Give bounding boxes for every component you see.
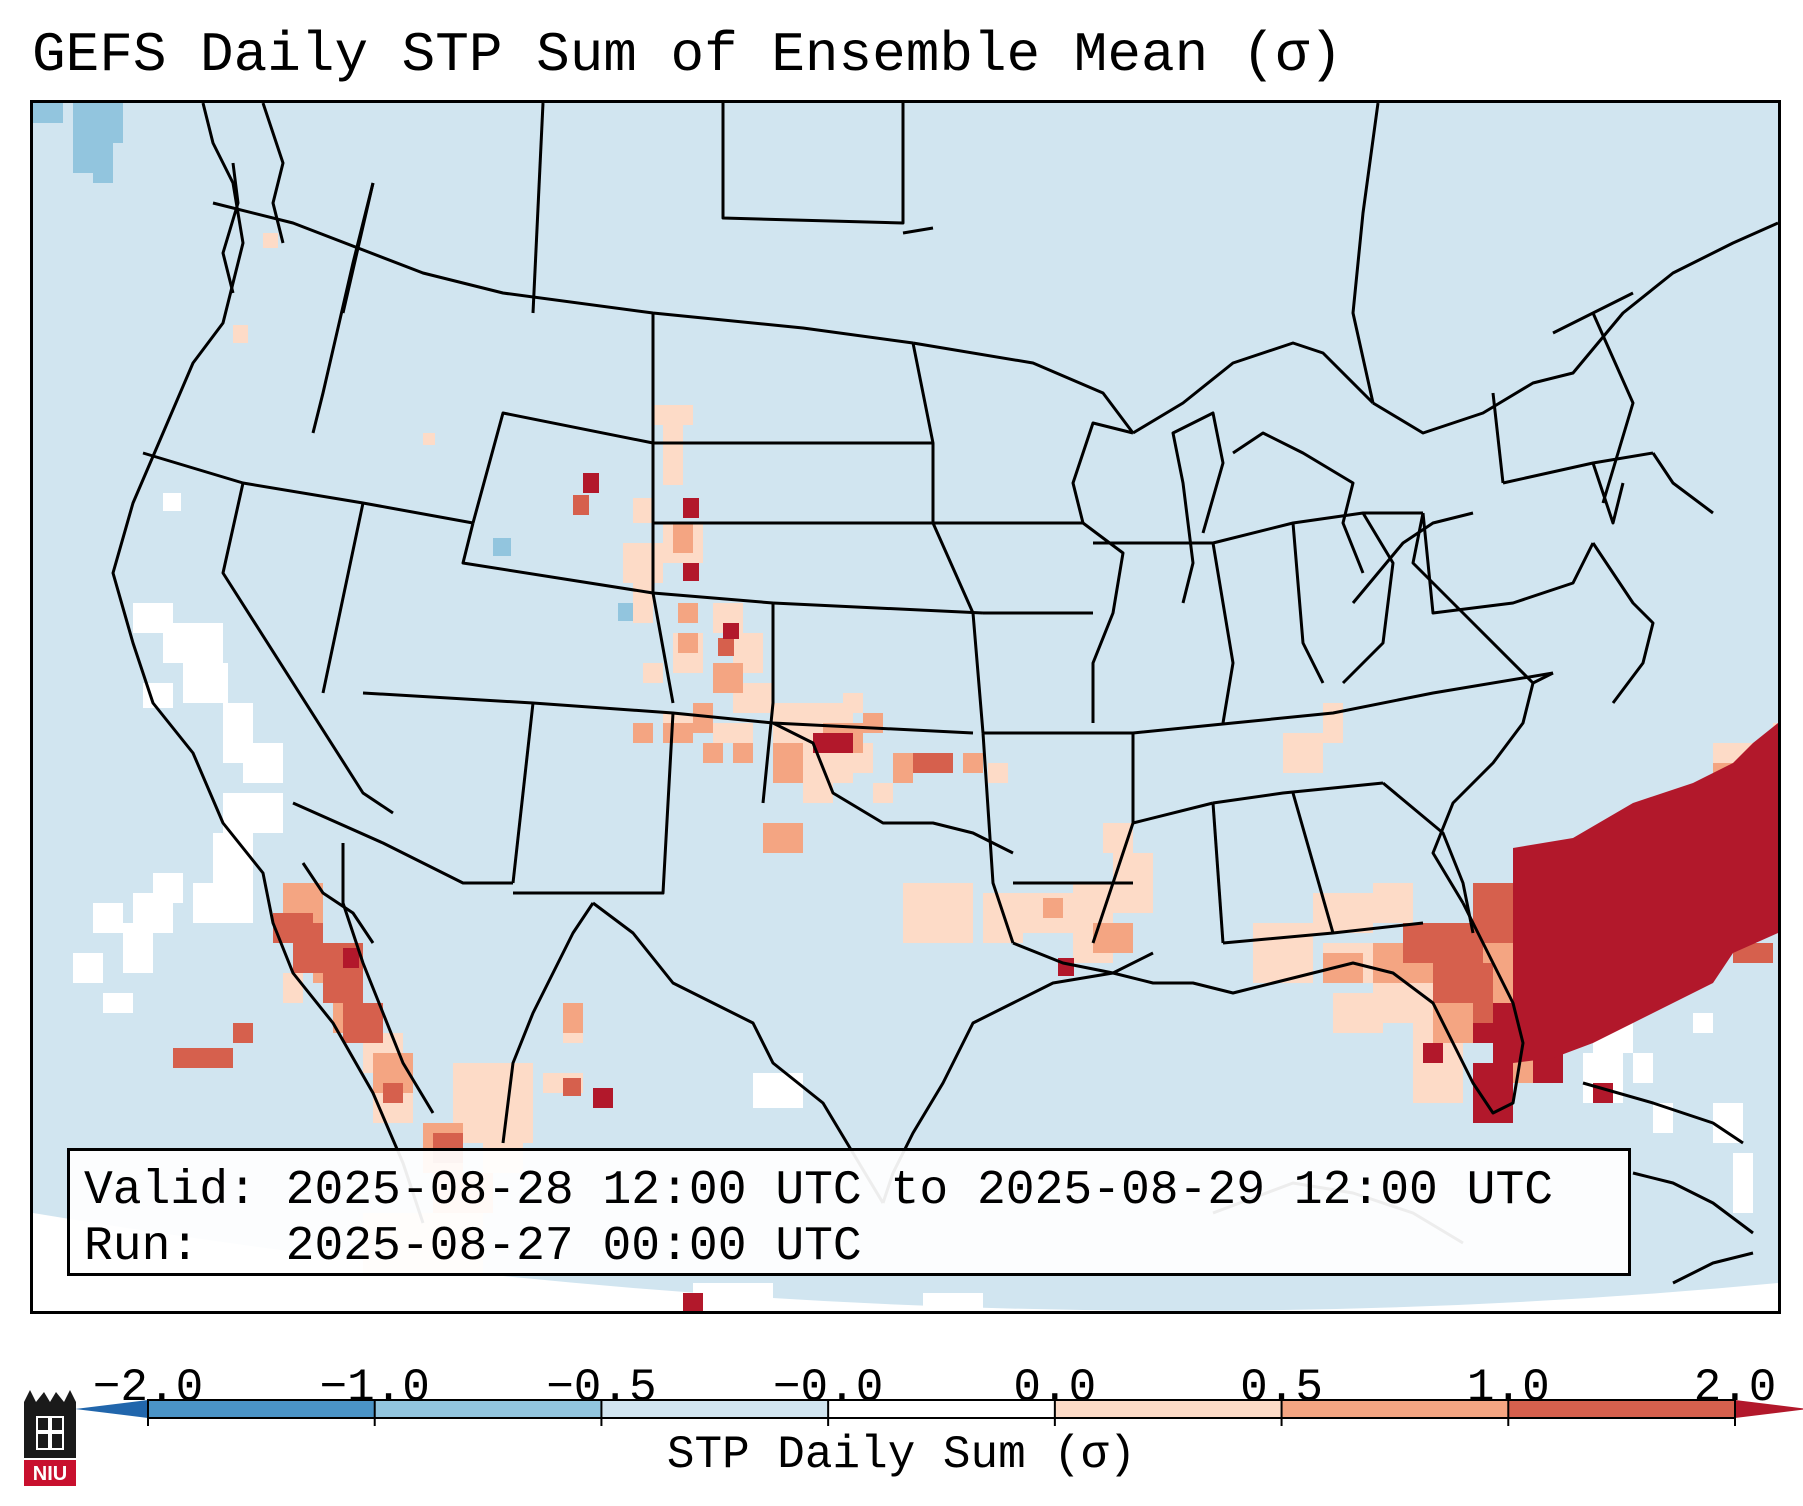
svg-text:NIU: NIU — [33, 1463, 67, 1485]
colorbar-tick-label: −2.0 — [92, 1362, 204, 1414]
colorbar-label: STP Daily Sum (σ) — [666, 1429, 1137, 1481]
map-panel — [30, 100, 1781, 1314]
colorbar-over-arrow — [1735, 1400, 1803, 1418]
colorbar-bin — [1054, 1400, 1283, 1418]
colorbar-tick-label: 1.0 — [1466, 1362, 1550, 1414]
colorbar-bin — [374, 1400, 602, 1418]
valid-range: 2025-08-28 12:00 UTC to 2025-08-29 12:00… — [285, 1164, 1554, 1218]
colorbar-bin — [148, 1400, 376, 1418]
valid-label: Valid: — [84, 1164, 257, 1218]
colorbar-under-arrow — [75, 1400, 148, 1418]
map-title: GEFS Daily STP Sum of Ensemble Mean (σ) — [32, 23, 1343, 87]
colorbar-bin — [1508, 1400, 1736, 1418]
run-label: Run: — [84, 1220, 200, 1274]
colorbar-tick-label: −0.5 — [546, 1362, 657, 1414]
negative-pixels — [33, 103, 636, 621]
country-state-borders — [111, 103, 1778, 1285]
colorbar-tick-label: −0.0 — [772, 1362, 884, 1414]
colorbar-tick-label: 2.0 — [1693, 1362, 1777, 1414]
near-zero-pixels — [73, 493, 1753, 1311]
colorbar-bin — [828, 1400, 1056, 1418]
run-time: 2025-08-27 00:00 UTC — [285, 1220, 862, 1274]
niu-logo: NIU — [24, 1390, 76, 1486]
positive-pixels-extreme — [343, 473, 1778, 1311]
colorbar-tick-label: 0.0 — [1013, 1362, 1097, 1414]
validity-info-box: Valid: 2025-08-28 12:00 UTC to 2025-08-2… — [67, 1148, 1631, 1276]
colorbar — [75, 1399, 1803, 1426]
colorbar-bin — [601, 1400, 829, 1418]
map-domain-background — [33, 103, 1778, 1311]
map-canvas — [33, 103, 1778, 1311]
colorbar-tick-label: 0.5 — [1240, 1362, 1323, 1414]
colorbar-bin — [1281, 1400, 1509, 1418]
colorbar-tick-label: −1.0 — [319, 1362, 430, 1414]
